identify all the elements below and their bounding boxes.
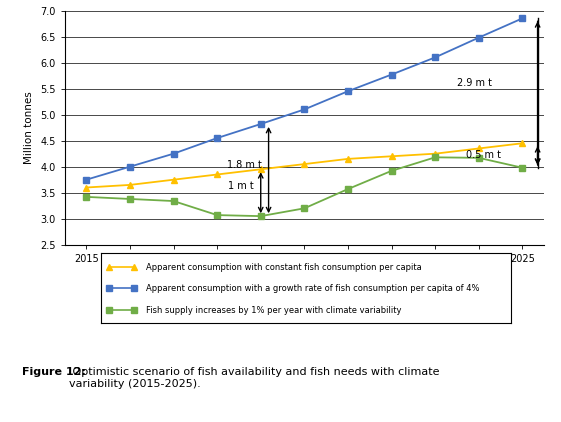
Text: 1.8 m t: 1.8 m t — [227, 160, 262, 170]
Text: 0.5 m t: 0.5 m t — [466, 151, 500, 160]
Text: Fish supply increases by 1% per year with climate variability: Fish supply increases by 1% per year wit… — [146, 306, 402, 315]
Text: Apparent consumption with a growth rate of fish consumption per capita of 4%: Apparent consumption with a growth rate … — [146, 284, 480, 292]
Text: Apparent consumption with constant fish consumption per capita: Apparent consumption with constant fish … — [146, 262, 422, 272]
Y-axis label: Million tonnes: Million tonnes — [25, 91, 34, 164]
Text: Figure 12:: Figure 12: — [22, 367, 86, 377]
Text: Optimistic scenario of fish availability and fish needs with climate
variability: Optimistic scenario of fish availability… — [69, 367, 439, 389]
Text: 2.9 m t: 2.9 m t — [457, 78, 492, 88]
Text: 1 m t: 1 m t — [228, 181, 254, 191]
